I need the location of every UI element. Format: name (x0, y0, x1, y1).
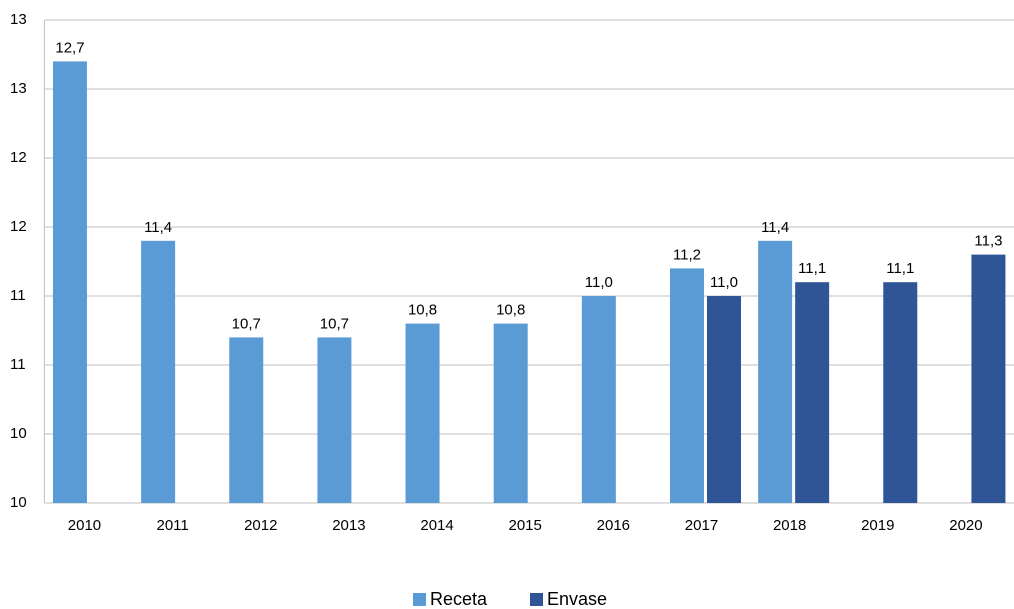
bar (883, 282, 918, 503)
x-tick-label: 2010 (68, 517, 101, 534)
data-label: 10,8 (496, 302, 525, 319)
x-tick-label: 2013 (332, 517, 365, 534)
y-tick-label: 13 (10, 11, 27, 28)
legend-swatch (413, 593, 426, 606)
x-tick-label: 2011 (156, 517, 188, 534)
legend-swatch (530, 593, 543, 606)
data-label: 11,0 (585, 274, 613, 291)
x-tick-label: 2015 (509, 517, 542, 534)
bar (581, 296, 616, 503)
legend-label: Envase (547, 589, 607, 609)
y-tick-label: 10 (10, 425, 27, 442)
data-label: 12,7 (55, 39, 84, 56)
x-tick-label: 2014 (420, 517, 453, 534)
y-tick-label: 10 (10, 494, 27, 511)
bar (971, 254, 1006, 503)
x-tick-label: 2017 (685, 517, 718, 534)
bar (795, 282, 830, 503)
bar (493, 323, 528, 503)
data-label: 11,4 (761, 219, 789, 236)
bar (52, 61, 87, 504)
data-label: 11,2 (673, 246, 701, 263)
data-label: 10,7 (320, 315, 349, 332)
bar (669, 268, 704, 503)
x-tick-label: 2012 (244, 517, 277, 534)
bar (229, 337, 264, 503)
data-label: 11,3 (974, 233, 1002, 250)
y-tick-label: 13 (10, 80, 27, 97)
y-tick-label: 12 (10, 149, 27, 166)
bar (758, 240, 793, 504)
x-tick-label: 2020 (949, 517, 982, 534)
x-tick-label: 2016 (597, 517, 630, 534)
y-tick-label: 11 (10, 356, 26, 373)
y-tick-label: 12 (10, 218, 27, 235)
data-label: 11,4 (144, 219, 172, 236)
data-label: 11,1 (886, 260, 914, 277)
data-label: 10,7 (232, 315, 261, 332)
bar (141, 240, 176, 504)
x-tick-label: 2018 (773, 517, 806, 534)
data-label: 10,8 (408, 302, 437, 319)
bar (706, 296, 741, 503)
x-tick-label: 2019 (861, 517, 894, 534)
data-label: 11,1 (798, 260, 826, 277)
bar (405, 323, 440, 503)
legend-label: Receta (430, 589, 488, 609)
bar (317, 337, 352, 503)
legend: Receta Envase (413, 589, 607, 609)
y-tick-label: 11 (10, 287, 26, 304)
data-label: 11,0 (710, 274, 738, 291)
